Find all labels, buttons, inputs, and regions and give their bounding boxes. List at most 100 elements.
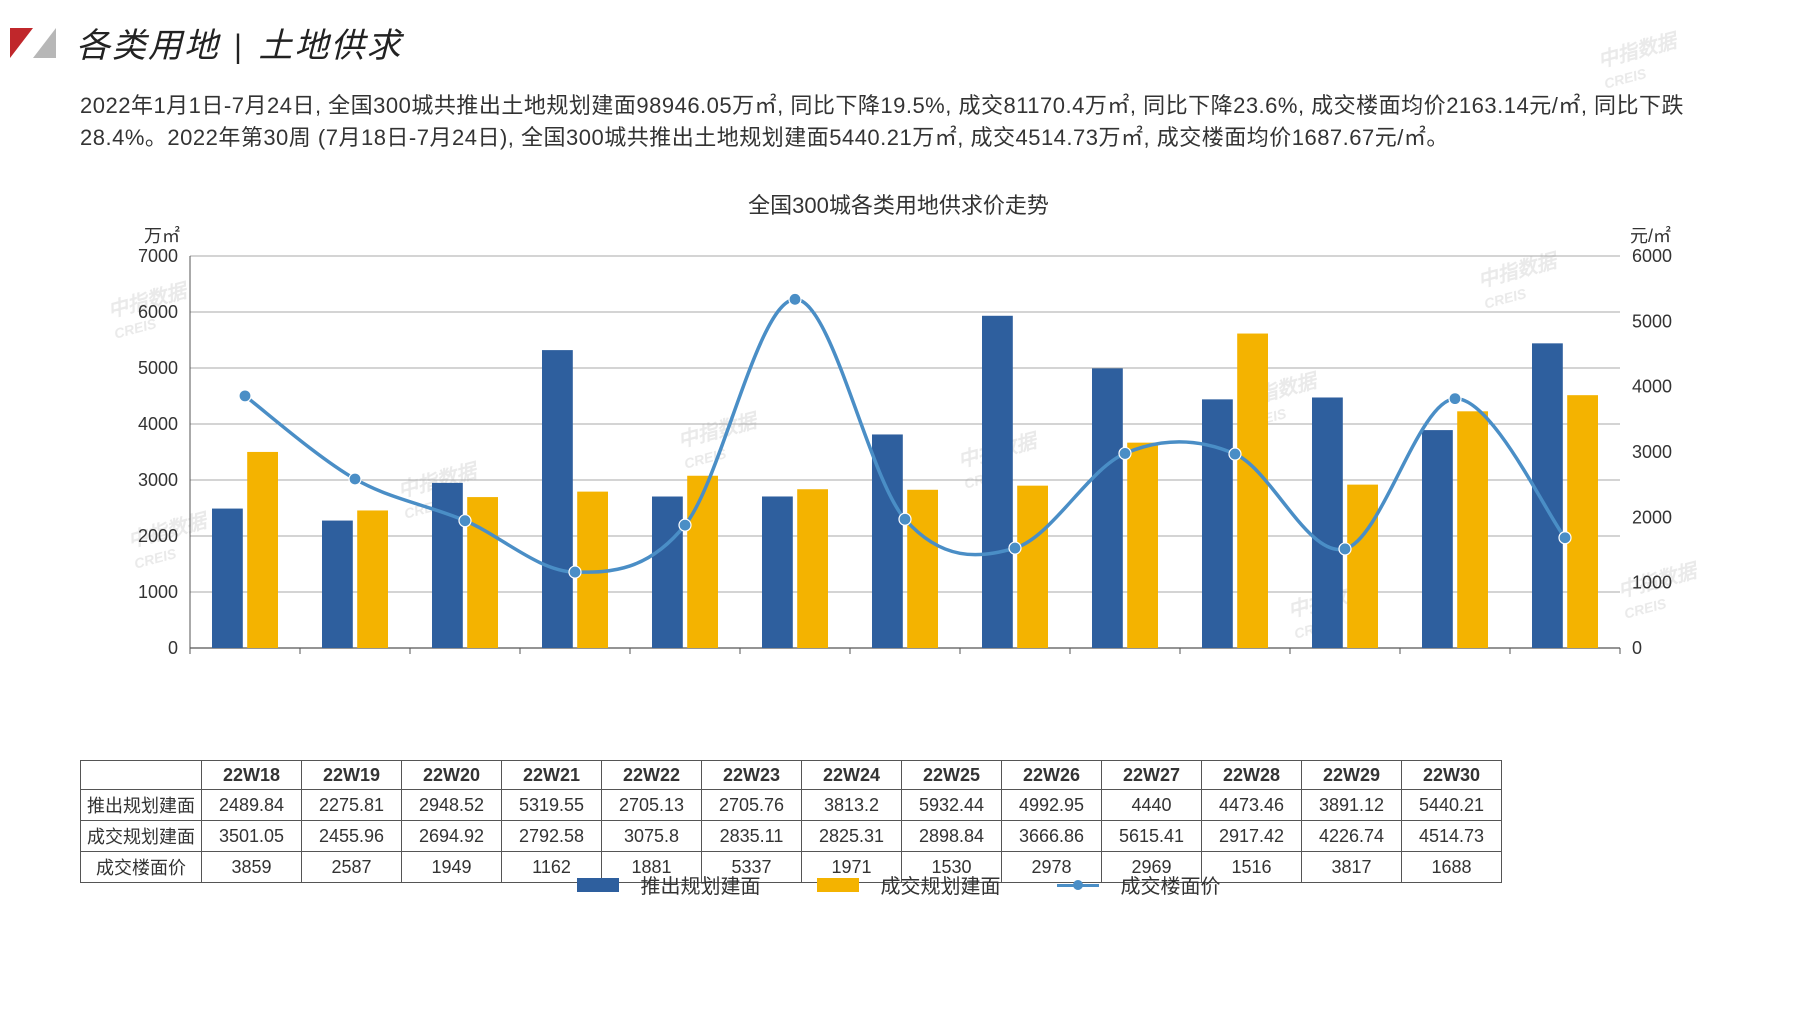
table-column-header: 22W22: [602, 761, 702, 790]
table-cell: 2948.52: [402, 790, 502, 821]
bar-transacted: [1237, 334, 1268, 648]
table-cell: 2694.92: [402, 821, 502, 852]
y-right-tick: 0: [1632, 638, 1642, 658]
bar-transacted: [357, 510, 388, 648]
price-marker: [349, 473, 361, 485]
table-column-header: 22W27: [1102, 761, 1202, 790]
bar-transacted: [247, 452, 278, 648]
price-marker: [1119, 447, 1131, 459]
bar-transacted: [907, 490, 938, 648]
bar-launched: [1092, 368, 1123, 648]
table-column-header: 22W26: [1002, 761, 1102, 790]
bar-launched: [212, 509, 243, 648]
table-cell: 5615.41: [1102, 821, 1202, 852]
table-column-header: 22W25: [902, 761, 1002, 790]
legend-item: 成交楼面价: [1043, 873, 1235, 895]
y-right-tick: 6000: [1632, 246, 1672, 266]
legend-item: 成交规划建面: [803, 873, 1015, 895]
table-cell: 2917.42: [1202, 821, 1302, 852]
chart-svg: 0100020003000400050006000700001000200030…: [80, 218, 1720, 758]
price-marker: [569, 566, 581, 578]
page-header: 各类用地 | 土地供求: [10, 18, 403, 67]
legend-label: 推出规划建面: [641, 876, 761, 898]
table-cell: 4226.74: [1302, 821, 1402, 852]
y-right-tick: 1000: [1632, 573, 1672, 593]
table-cell: 5319.55: [502, 790, 602, 821]
title-separator: |: [235, 28, 245, 66]
y-right-tick: 5000: [1632, 311, 1672, 331]
y-right-tick: 2000: [1632, 507, 1672, 527]
table-cell: 2455.96: [302, 821, 402, 852]
legend-item: 推出规划建面: [563, 873, 775, 895]
table-column-header: 22W21: [502, 761, 602, 790]
legend-label: 成交规划建面: [881, 876, 1001, 898]
bar-transacted: [797, 489, 828, 648]
price-marker: [1449, 393, 1461, 405]
table-cell: 2825.31: [802, 821, 902, 852]
bar-launched: [1312, 397, 1343, 648]
chart-title: 全国300城各类用地供求价走势: [0, 188, 1797, 220]
bar-transacted: [1127, 443, 1158, 648]
table-cell: 5932.44: [902, 790, 1002, 821]
table-cell: 4440: [1102, 790, 1202, 821]
y-right-label: 元/㎡: [1630, 225, 1671, 246]
title-part2: 土地供求: [259, 28, 403, 65]
chart-legend: 推出规划建面 成交规划建面 成交楼面价: [0, 870, 1797, 899]
legend-swatch: [817, 878, 859, 892]
bar-transacted: [1347, 485, 1378, 648]
price-marker: [1009, 542, 1021, 554]
table-column-header: 22W18: [202, 761, 302, 790]
table-cell: 5440.21: [1402, 790, 1502, 821]
table-corner: [81, 761, 202, 790]
bar-launched: [432, 483, 463, 648]
y-left-tick: 0: [168, 638, 178, 658]
bar-launched: [1202, 399, 1233, 648]
data-table: 22W1822W1922W2022W2122W2222W2322W2422W25…: [80, 760, 1502, 883]
bar-launched: [982, 316, 1013, 648]
legend-label: 成交楼面价: [1121, 876, 1221, 898]
table-cell: 2835.11: [702, 821, 802, 852]
table-cell: 2705.76: [702, 790, 802, 821]
table-cell: 3813.2: [802, 790, 902, 821]
y-left-tick: 3000: [138, 470, 178, 490]
price-marker: [899, 513, 911, 525]
table-row-label: 推出规划建面: [81, 790, 202, 821]
table-cell: 3501.05: [202, 821, 302, 852]
title-part1: 各类用地: [76, 28, 220, 65]
table-column-header: 22W19: [302, 761, 402, 790]
table-column-header: 22W24: [802, 761, 902, 790]
table-column-header: 22W29: [1302, 761, 1402, 790]
price-marker: [789, 293, 801, 305]
logo-red-triangle: [10, 28, 33, 58]
table-cell: 2275.81: [302, 790, 402, 821]
price-marker: [239, 390, 251, 402]
legend-swatch: [577, 878, 619, 892]
table-cell: 2898.84: [902, 821, 1002, 852]
y-left-tick: 1000: [138, 582, 178, 602]
bar-launched: [542, 350, 573, 648]
logo-gray-triangle: [33, 28, 56, 58]
bar-launched: [1422, 430, 1453, 648]
table-column-header: 22W23: [702, 761, 802, 790]
legend-line-swatch: [1057, 878, 1099, 892]
bar-launched: [322, 521, 353, 648]
table-cell: 2705.13: [602, 790, 702, 821]
table-cell: 4473.46: [1202, 790, 1302, 821]
table-column-header: 22W20: [402, 761, 502, 790]
bar-transacted: [1567, 395, 1598, 648]
bar-transacted: [1457, 411, 1488, 648]
y-left-tick: 7000: [138, 246, 178, 266]
bar-transacted: [1017, 486, 1048, 648]
y-right-tick: 4000: [1632, 377, 1672, 397]
y-left-tick: 6000: [138, 302, 178, 322]
bar-transacted: [467, 497, 498, 648]
summary-paragraph: 2022年1月1日-7月24日, 全国300城共推出土地规划建面98946.05…: [80, 90, 1700, 154]
y-left-label: 万㎡: [144, 225, 180, 246]
table-cell: 3666.86: [1002, 821, 1102, 852]
price-marker: [459, 515, 471, 527]
watermark: 中指数据CREIS: [1596, 30, 1685, 93]
bar-launched: [1532, 343, 1563, 648]
bar-launched: [652, 497, 683, 648]
y-left-tick: 2000: [138, 526, 178, 546]
bar-transacted: [687, 476, 718, 648]
